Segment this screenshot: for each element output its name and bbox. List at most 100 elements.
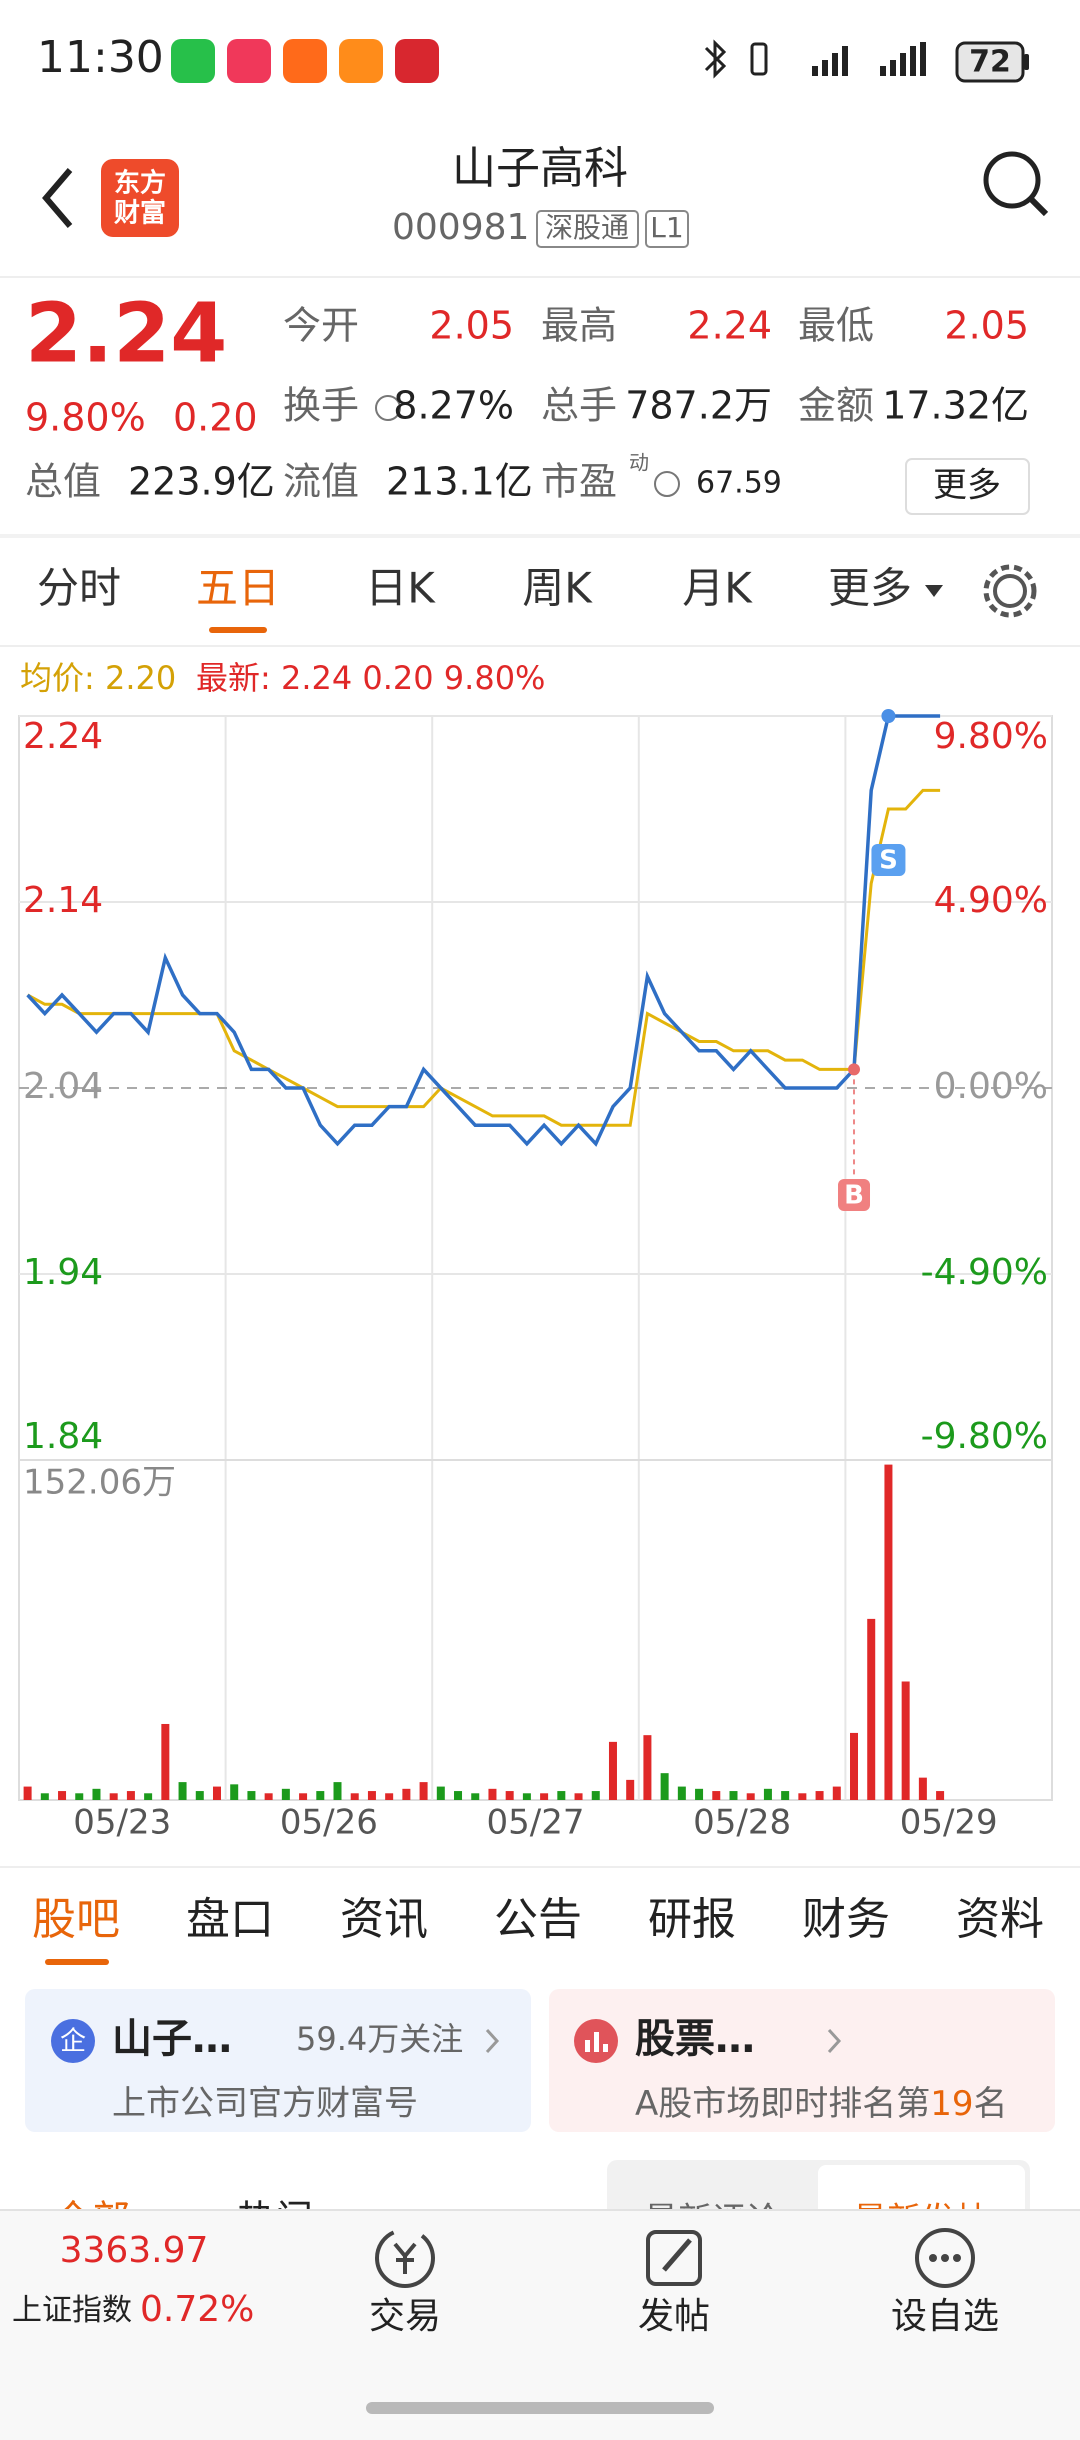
volume-bar bbox=[746, 1793, 755, 1800]
company-card[interactable]: 企 山子… 59.4万关注 上市公司官方财富号 bbox=[25, 1989, 531, 2132]
change: 0.20 bbox=[173, 396, 258, 440]
field-label: 最高 bbox=[541, 304, 617, 348]
field-value: 223.9亿 bbox=[128, 460, 275, 504]
settings-button[interactable] bbox=[983, 564, 1037, 618]
board-tab[interactable]: 资讯 bbox=[340, 1894, 428, 1945]
volume-bar bbox=[643, 1735, 652, 1800]
status-time: 11:30 bbox=[37, 32, 164, 83]
y-tick-label: 2.14 bbox=[23, 880, 103, 921]
back-button[interactable] bbox=[42, 168, 73, 228]
card-icon bbox=[51, 2019, 95, 2063]
average-line bbox=[26, 788, 941, 1127]
watch-icon bbox=[941, 2254, 949, 2262]
watch-icon bbox=[915, 2228, 975, 2288]
field-label: 总值 bbox=[25, 460, 101, 504]
bluetooth-icon bbox=[704, 39, 727, 79]
signal-bar bbox=[900, 53, 906, 76]
volume-bar bbox=[505, 1791, 514, 1800]
battery-tip bbox=[1024, 54, 1029, 70]
index-value[interactable]: 3363.97 bbox=[60, 2230, 209, 2271]
info-icon bbox=[375, 395, 401, 421]
period-tab[interactable]: 五日 bbox=[196, 564, 280, 613]
period-tab[interactable]: 月K bbox=[682, 564, 753, 613]
volume-bar bbox=[591, 1791, 600, 1800]
tag-box bbox=[645, 210, 689, 248]
period-tab[interactable]: 日K bbox=[365, 564, 436, 613]
app-icon bbox=[227, 39, 271, 83]
field-label: 总手 bbox=[541, 384, 617, 428]
board-tab[interactable]: 股吧 bbox=[32, 1894, 120, 1945]
period-tabs: 分时 五日 日K 周K 月K 更多 bbox=[37, 564, 912, 633]
board-tab[interactable]: 公告 bbox=[494, 1894, 582, 1945]
x-tick-label: 05/28 bbox=[693, 1803, 791, 1843]
board-tab[interactable]: 资料 bbox=[956, 1894, 1044, 1945]
last-price: 2.24 bbox=[25, 286, 227, 381]
index-name: 上证指数 bbox=[12, 2293, 132, 2328]
field-label: 流值 bbox=[283, 460, 359, 504]
field-value: 787.2万 bbox=[625, 384, 772, 428]
button-label: 交易 bbox=[369, 2296, 441, 2337]
card-bg bbox=[549, 1989, 1055, 2132]
divider bbox=[0, 534, 1080, 538]
bottom-bar bbox=[0, 2210, 1080, 2440]
volume-bar bbox=[23, 1786, 32, 1800]
signal-bar bbox=[920, 42, 926, 76]
volume-bar bbox=[850, 1732, 859, 1800]
period-tab[interactable]: 更多 bbox=[828, 564, 912, 613]
battery-level: 72 bbox=[969, 45, 1011, 80]
post-icon bbox=[662, 2238, 692, 2272]
volume-bar bbox=[918, 1777, 927, 1800]
period-tab[interactable]: 分时 bbox=[37, 564, 121, 613]
board-tab[interactable]: 财务 bbox=[802, 1894, 890, 1945]
price-line bbox=[26, 714, 941, 1147]
y2-tick-label: -9.80% bbox=[921, 1416, 1048, 1457]
volume-bar bbox=[936, 1791, 945, 1800]
card-bg bbox=[25, 1989, 531, 2132]
tag-box bbox=[536, 210, 639, 248]
volume-bar bbox=[660, 1773, 669, 1800]
logo-text: 东方 bbox=[114, 168, 166, 199]
field-value: 2.05 bbox=[944, 304, 1029, 348]
volume-bar bbox=[75, 1793, 84, 1800]
volume-bar bbox=[815, 1791, 824, 1800]
period-tab[interactable]: 周K bbox=[522, 564, 593, 613]
volume-bar bbox=[454, 1791, 463, 1800]
home-indicator bbox=[366, 2402, 714, 2414]
volume-bar bbox=[677, 1786, 686, 1800]
buy-badge-text: B bbox=[844, 1181, 864, 1211]
board-tab[interactable]: 盘口 bbox=[186, 1894, 274, 1945]
card-sub-part: A股市场即时排名第 bbox=[635, 2084, 930, 2124]
volume-bar bbox=[126, 1791, 135, 1800]
rank-card[interactable]: 股票… A股市场即时排名第19名 bbox=[549, 1989, 1055, 2132]
field-label: 最低 bbox=[798, 304, 874, 348]
field-value: 2.24 bbox=[687, 304, 772, 348]
change-pct: 9.80% bbox=[25, 396, 146, 440]
volume-bar bbox=[419, 1782, 428, 1800]
volume-bar bbox=[58, 1791, 67, 1800]
buy-badge bbox=[838, 1179, 871, 1211]
trade-icon bbox=[375, 2228, 435, 2288]
watchlist-button[interactable]: 设自选 bbox=[891, 2228, 999, 2337]
volume-bar bbox=[626, 1779, 635, 1800]
y-tick-label: 2.24 bbox=[23, 716, 103, 757]
stock-name: 山子高科 bbox=[452, 143, 628, 194]
app-icon bbox=[171, 39, 215, 83]
app-icon bbox=[339, 39, 383, 83]
more-button[interactable] bbox=[905, 458, 1030, 515]
post-button[interactable]: 发帖 bbox=[638, 2230, 710, 2337]
search-icon bbox=[1028, 196, 1049, 217]
avg-legend: 均价: 2.20 bbox=[20, 659, 176, 697]
volume-bar bbox=[299, 1793, 308, 1800]
volume-bar bbox=[867, 1618, 876, 1800]
field-label: 市盈 bbox=[541, 460, 617, 504]
volume-bar bbox=[574, 1793, 583, 1800]
board-tab[interactable]: 研报 bbox=[648, 1894, 736, 1945]
volume-bar bbox=[367, 1791, 376, 1800]
gear-icon bbox=[983, 564, 1037, 618]
search-button[interactable] bbox=[983, 151, 1049, 217]
chevron bbox=[827, 2028, 842, 2054]
trade-button[interactable]: 交易 bbox=[369, 2228, 441, 2337]
volume-bar bbox=[557, 1791, 566, 1800]
volume-bar bbox=[798, 1793, 807, 1800]
